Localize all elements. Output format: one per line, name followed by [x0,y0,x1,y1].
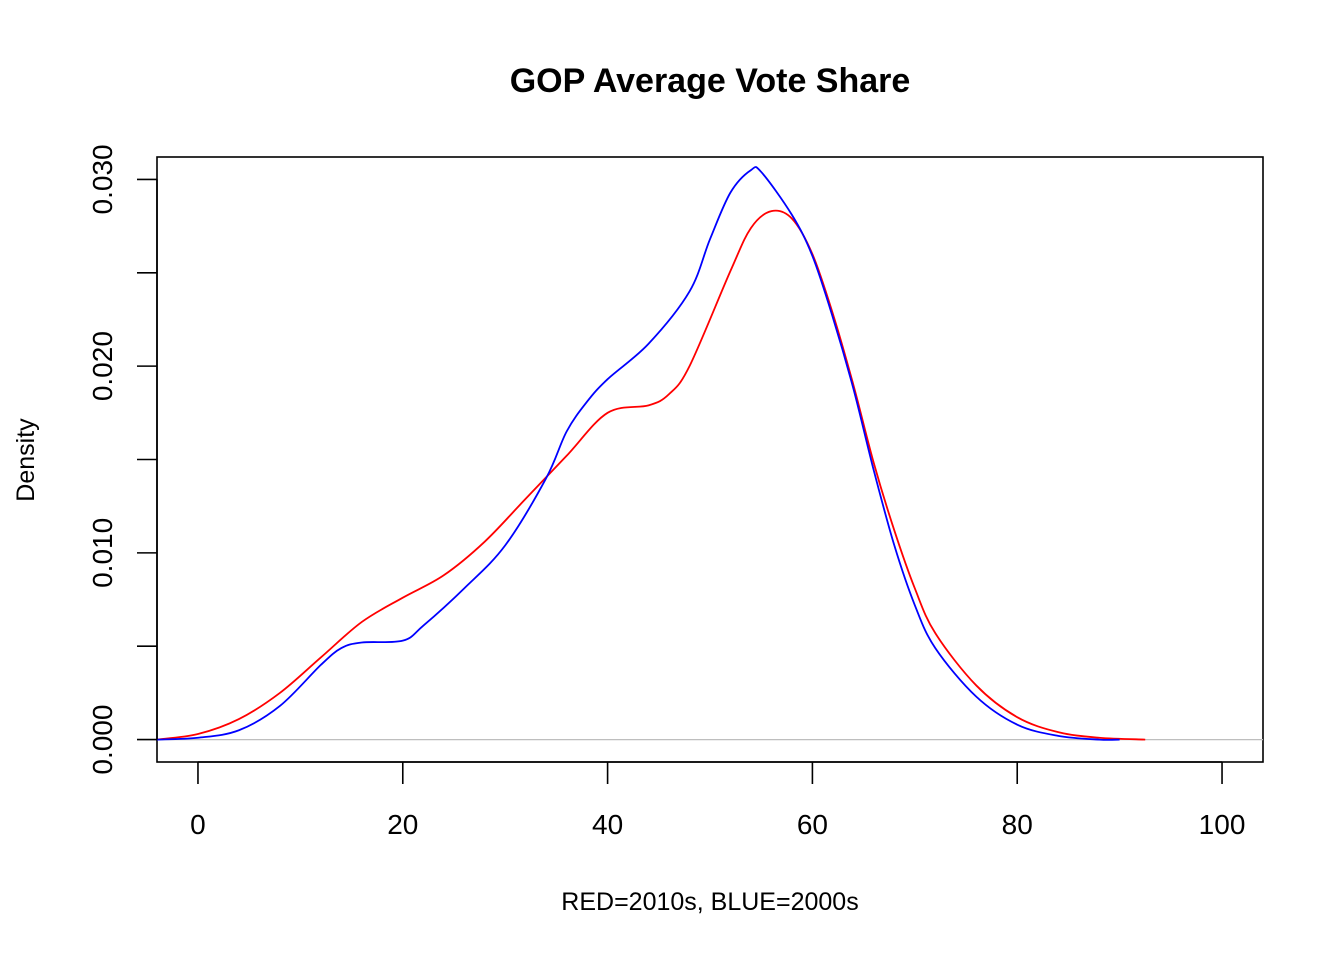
x-tick-label: 80 [1002,809,1033,840]
density-line-2 [156,166,1120,741]
y-tick-label: 0.010 [87,518,118,588]
x-tick-label: 100 [1199,809,1246,840]
x-axis-label: RED=2010s, BLUE=2000s [561,888,858,916]
x-tick-label: 20 [387,809,418,840]
x-tick-label: 60 [797,809,828,840]
x-tick-label: 0 [190,809,206,840]
y-tick-label: 0.000 [87,705,118,775]
density-line-1 [156,209,1146,741]
chart-title: GOP Average Vote Share [510,62,911,100]
y-tick-label: 0.030 [87,144,118,214]
y-axis: 0.000 0.010 0.020 0.030 [87,144,158,775]
y-tick-label: 0.020 [87,331,118,401]
x-tick-label: 40 [592,809,623,840]
y-axis-label: Density [12,418,40,502]
x-axis: 0 20 40 60 80 100 [190,761,1246,840]
plot-frame [156,156,1264,763]
density-series-group [156,166,1146,741]
